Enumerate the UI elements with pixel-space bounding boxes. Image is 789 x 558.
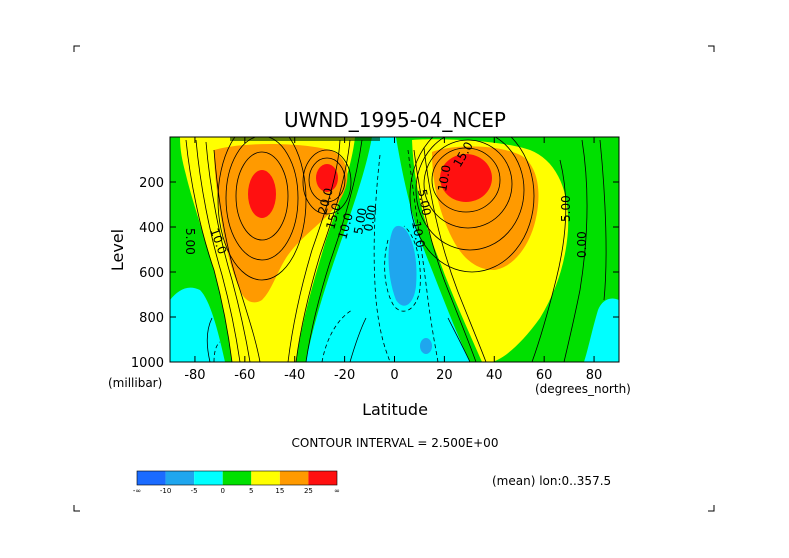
- colorbar-swatch: [279, 471, 309, 485]
- colorbar-swatch: [137, 471, 166, 485]
- contour-label: 20.0: [315, 186, 335, 215]
- contour-label: 10.0: [335, 211, 355, 240]
- y-tick-label: 800: [139, 311, 164, 326]
- contour-lines: [185, 137, 607, 362]
- region-blue-easterly: [388, 225, 417, 306]
- colorbar-swatch: [222, 471, 252, 485]
- y-tick-label: 600: [139, 266, 164, 281]
- contour-field: 10.0 5.00 20.0 15.0 10.0 5.00 0.00 5.00 …: [170, 137, 619, 362]
- y-axis: 200 400 600 800 1000: [131, 176, 619, 371]
- contour-interval-text: CONTOUR INTERVAL = 2.500E+00: [292, 436, 499, 450]
- contour-label: 10.0: [409, 220, 427, 249]
- x-tick-label: 0: [390, 368, 398, 383]
- contour-label: 5.00: [559, 195, 573, 222]
- x-tick-label: -20: [334, 368, 355, 383]
- colorbar-label: 25: [304, 487, 313, 495]
- region-red-nh-jet: [440, 154, 492, 202]
- contour-label: 10.0: [435, 164, 453, 193]
- contour-label: 0.00: [575, 231, 589, 258]
- x-axis-label: Latitude: [362, 400, 428, 419]
- x-tick-label: 60: [536, 368, 553, 383]
- y-tick-label: 400: [139, 221, 164, 236]
- region-top-edge: [230, 137, 380, 141]
- footnote: (mean) lon:0..357.5: [492, 474, 611, 488]
- y-unit-label: (millibar): [108, 376, 162, 390]
- contour-label-group: 10.0 5.00 20.0 15.0 10.0 5.00 0.00 5.00 …: [183, 139, 589, 258]
- colorbar-swatch: [194, 471, 223, 485]
- contour-label: 5.00: [351, 207, 369, 236]
- x-tick-label: -60: [234, 368, 255, 383]
- colorbar-label: ∞: [334, 487, 340, 495]
- negative-contour-lines: [213, 149, 439, 362]
- region-blue-small: [420, 338, 432, 354]
- chart-title: UWND_1995-04_NCEP: [284, 108, 506, 132]
- colorbar-label: -10: [160, 487, 171, 495]
- colorbar-frame: [136, 470, 338, 486]
- crop-marks: [73, 45, 715, 512]
- y-tick-label: 1000: [131, 356, 164, 371]
- colorbar-swatch: [251, 471, 280, 485]
- colorbar-label: -5: [191, 487, 198, 495]
- x-axis: -80 -60 -40 -20 0 20 40 60 80: [184, 137, 602, 383]
- contour-label: 0.00: [361, 204, 379, 233]
- colorbar-label: 15: [275, 487, 284, 495]
- contour-label: 5.00: [183, 228, 197, 255]
- region-orange-sh: [214, 144, 348, 303]
- contour-label: 15.0: [323, 201, 343, 230]
- y-axis-label: Level: [108, 229, 127, 271]
- colorbar-label: -∞: [133, 487, 141, 495]
- x-tick-label: 80: [586, 368, 603, 383]
- region-red-sh-jet: [248, 170, 276, 218]
- colorbar: -∞ -10 -5 0 5 15 25 ∞: [133, 470, 340, 495]
- x-tick-label: 40: [486, 368, 503, 383]
- contour-label: 5.00: [415, 188, 433, 217]
- x-tick-label: 20: [436, 368, 453, 383]
- y-tick-label: 200: [139, 176, 164, 191]
- x-tick-label: -80: [184, 368, 205, 383]
- colorbar-swatch: [308, 471, 337, 485]
- x-tick-label: -40: [284, 368, 305, 383]
- x-unit-label: (degrees_north): [535, 382, 631, 396]
- colorbar-label: 5: [249, 487, 253, 495]
- colorbar-label: 0: [220, 487, 224, 495]
- colorbar-swatch: [165, 471, 195, 485]
